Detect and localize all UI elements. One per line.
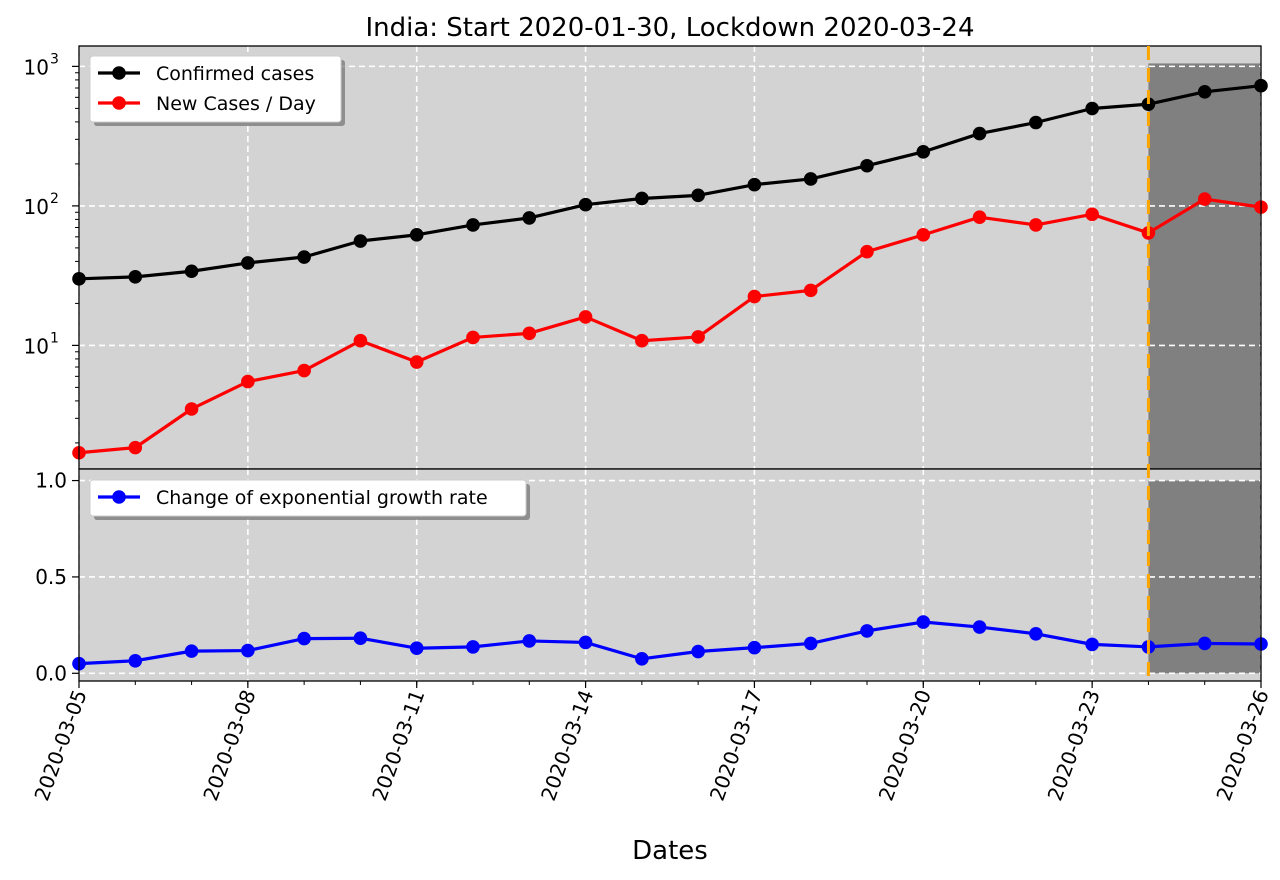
top-series-point-1	[1085, 207, 1099, 222]
x-axis: 2020-03-05 2020-03-08 2020-03-11 2020-03-14…	[29, 681, 1274, 804]
top-series-point-1	[353, 333, 368, 348]
top-series-point-0	[803, 172, 818, 186]
legend-box	[89, 55, 342, 123]
top-series-point-1	[241, 374, 255, 389]
bottom-series-point-0	[409, 641, 424, 656]
top-series-point-0	[241, 256, 255, 270]
bottom-series-point-0	[128, 653, 143, 668]
top-series-point-0	[1197, 85, 1212, 99]
top-series-point-1	[860, 244, 874, 259]
top-series-point-1	[297, 363, 311, 378]
top-series-point-0	[297, 250, 311, 264]
top-y-tick-exponent: 3	[50, 51, 59, 67]
top-series-point-1	[578, 310, 593, 324]
x-tick-label: 2020-03-14	[536, 687, 598, 804]
bottom-series-point-0	[803, 636, 818, 651]
bottom-series-point-0	[522, 634, 537, 648]
bottom-y-tick-label: 1.0	[35, 469, 67, 493]
x-tick-label: 2020-03-17	[705, 687, 767, 804]
top-series-point-0	[184, 264, 199, 279]
top-y-tick-exponent: 2	[50, 191, 59, 207]
top-series-point-1	[803, 283, 818, 298]
legend-label: New Cases / Day	[156, 93, 316, 115]
top-series-point-0	[747, 177, 762, 192]
top-series-point-1	[409, 355, 424, 369]
top-series-point-1	[184, 402, 199, 416]
top-y-tick-label: 10	[24, 195, 49, 219]
x-tick-label: 2020-03-11	[367, 687, 429, 804]
bottom-series-point-0	[860, 624, 874, 638]
bottom-series-point-0	[747, 640, 762, 655]
top-series-point-1	[1029, 218, 1043, 232]
legend-marker	[112, 96, 126, 110]
top-series-point-0	[1141, 97, 1156, 111]
bottom-series-point-0	[1197, 636, 1212, 651]
top-series-point-0	[1029, 115, 1043, 130]
legend-label: Confirmed cases	[156, 63, 314, 85]
bottom-series-point-0	[466, 640, 480, 654]
top-series-point-1	[916, 228, 931, 242]
top-series-point-0	[466, 218, 480, 232]
bottom-panel: 0.0 0.5 1.0 Change of exponential growth ra…	[35, 468, 1268, 685]
top-series-point-0	[128, 270, 143, 284]
top-series-point-0	[522, 211, 537, 225]
bottom-series-point-0	[691, 644, 705, 659]
top-series-point-0	[691, 188, 705, 203]
top-series-point-0	[972, 126, 987, 141]
legend-box	[89, 479, 527, 517]
top-series-point-0	[860, 158, 874, 173]
top-series-point-1	[1197, 192, 1212, 206]
top-series-point-1	[747, 289, 762, 304]
x-tick-label: 2020-03-20	[874, 687, 936, 804]
top-series-point-0	[635, 191, 649, 206]
x-tick-label: 2020-03-26	[1211, 687, 1273, 804]
top-series-point-1	[635, 333, 649, 348]
bottom-series-point-0	[635, 652, 649, 666]
legend-marker	[112, 66, 126, 80]
top-series-point-1	[466, 330, 480, 345]
bottom-plot-frame	[78, 468, 1262, 682]
top-y-tick-label: 10	[24, 334, 49, 358]
x-tick-label: 2020-03-05	[29, 687, 91, 804]
top-series-point-1	[522, 326, 537, 341]
bottom-series-point-0	[184, 644, 199, 658]
top-series-line-0	[78, 84, 1262, 281]
top-series-point-0	[409, 228, 424, 242]
bottom-series-point-0	[1085, 637, 1099, 652]
top-legend: Confirmed cases New Cases / Day	[89, 55, 345, 126]
top-y-tick-label: 10	[24, 55, 49, 79]
bottom-series-point-0	[1029, 626, 1043, 641]
top-series-point-0	[1085, 101, 1099, 116]
bottom-series-line-0	[78, 620, 1262, 666]
top-y-tick-exponent: 1	[50, 330, 59, 346]
x-tick-label: 2020-03-08	[198, 687, 260, 804]
x-axis-label: Dates	[632, 836, 708, 866]
top-series-point-1	[128, 440, 143, 455]
x-tick-label: 2020-03-23	[1043, 687, 1105, 804]
chart-title: India: Start 2020-01-30, Lockdown 2020-0…	[365, 13, 974, 43]
bottom-series-point-0	[578, 635, 593, 650]
bottom-series-point-0	[353, 631, 368, 646]
top-series-point-1	[691, 330, 705, 344]
legend-marker	[112, 490, 126, 504]
top-series-point-1	[972, 210, 987, 224]
bottom-y-tick-label: 0.0	[35, 661, 67, 685]
top-lockdown-shade	[1148, 63, 1261, 469]
bottom-series-point-0	[241, 643, 255, 658]
top-series-point-0	[353, 234, 368, 248]
bottom-legend: Change of exponential growth rate	[89, 479, 530, 520]
bottom-series-point-0	[972, 620, 987, 634]
bottom-series-point-0	[916, 615, 931, 629]
top-series-line-1	[78, 197, 1262, 455]
bottom-series-point-0	[297, 631, 311, 646]
top-series-point-0	[578, 197, 593, 212]
top-series-point-0	[916, 145, 931, 159]
legend-label: Change of exponential growth rate	[156, 487, 488, 509]
bottom-y-tick-label: 0.5	[35, 565, 67, 589]
